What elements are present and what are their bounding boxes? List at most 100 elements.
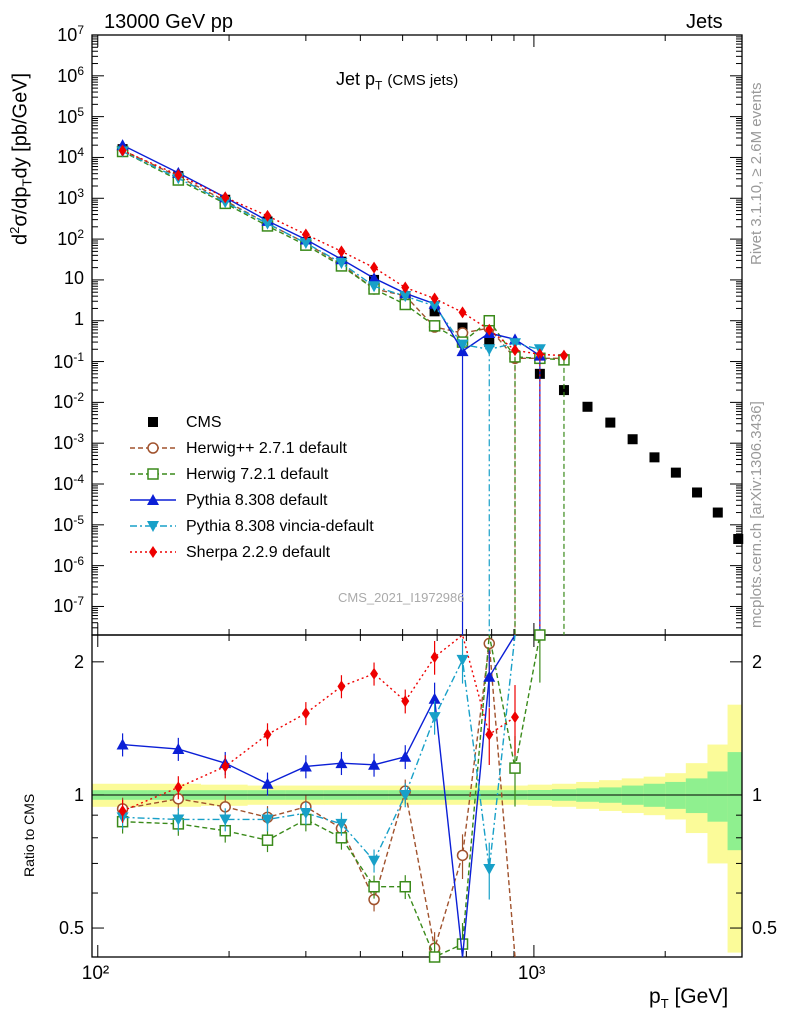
main-point-cms (692, 487, 703, 498)
legend-item-herwigpp: Herwig++ 2.7.1 default (138, 437, 438, 461)
ratio-point-vincia (261, 814, 274, 826)
x-axis-label: pT [GeV] (649, 986, 728, 1010)
legend-marker-herwigpp (147, 442, 159, 454)
header-right-label: Jets (686, 11, 723, 33)
legend-symbols (130, 417, 176, 558)
ratio-point-herwig7 (509, 762, 521, 774)
ratio-point-herwig7 (428, 951, 441, 963)
ratio-line-pythia (122, 634, 516, 958)
legend-marker-cms (148, 417, 158, 427)
x-tick-label: 10³ (517, 963, 546, 984)
main-point-vincia (261, 218, 274, 230)
main-point-pythia (456, 345, 469, 357)
main-y-tick-label: 10-6 (53, 553, 84, 576)
ratio-series-vincia (116, 634, 516, 900)
ratio-point-vincia (428, 712, 441, 724)
legend-marker-sherpa (149, 546, 157, 558)
legend-label-pythia: Pythia 8.308 default (186, 492, 328, 509)
main-y-tick-label: 10-1 (53, 349, 84, 372)
ratio-y-tick-label: 0.5 (58, 918, 84, 939)
ratio-point-herwig7 (261, 834, 274, 846)
main-y-tick-label: 10-5 (53, 512, 84, 535)
ratio-point-vincia (368, 855, 381, 867)
main-line-herwig7 (122, 150, 565, 361)
band-inner-bin (727, 752, 743, 851)
main-line-vincia (122, 150, 541, 350)
ratio-plot-frame (91, 634, 743, 958)
main-point-sherpa (485, 323, 494, 336)
ratio-point-pythia (368, 758, 381, 770)
main-y-tick-label: 10 (63, 267, 84, 288)
main-point-sherpa (221, 191, 230, 204)
ratio-point-herwig7 (399, 880, 412, 893)
ratio-point-vincia (172, 814, 185, 826)
main-series-vincia (116, 146, 546, 356)
ratio-plot-series (116, 629, 546, 963)
ratio-point-sherpa (511, 711, 520, 724)
ratio-point-pythia (261, 777, 274, 789)
ratio-point-sherpa (118, 804, 127, 817)
main-point-vincia (399, 291, 412, 303)
main-point-sherpa (370, 261, 379, 274)
main-point-sherpa (174, 169, 183, 182)
band-inner-bin (685, 778, 708, 814)
ratio-point-herwig7 (534, 629, 546, 641)
main-point-sherpa (511, 344, 520, 357)
main-point-cms (558, 385, 569, 396)
ratio-point-sherpa (401, 695, 410, 708)
main-line-pythia (122, 144, 541, 357)
main-point-vincia (368, 281, 381, 293)
legend-item-herwig7: Herwig 7.2.1 default (138, 463, 438, 487)
main-y-tick-label: 10-2 (53, 390, 84, 413)
main-point-cms (712, 507, 723, 518)
main-y-tick-label: 104 (57, 145, 84, 168)
main-point-vincia (428, 300, 441, 312)
legend-label-sherpa: Sherpa 2.2.9 default (186, 544, 331, 561)
main-y-axis-label: d2σ/dpTdy [pb/GeV] (7, 72, 35, 245)
xlabel-main: p (649, 985, 661, 1008)
ratio-point-pythia (116, 738, 129, 750)
main-series-pythia (116, 139, 546, 361)
main-y-tick-label: 1 (73, 308, 84, 329)
band-inner-bin (707, 771, 729, 822)
main-point-vincia (299, 238, 312, 250)
main-y-tick-label: 103 (57, 186, 84, 209)
legend-label-cms: CMS (186, 414, 222, 431)
ratio-line-herwigpp (122, 643, 516, 958)
ratio-point-vincia (299, 808, 312, 820)
legend-item-cms: CMS (138, 411, 438, 435)
ratio-point-herwig7 (456, 938, 469, 950)
ratio-y-tick-label: 1 (73, 784, 84, 805)
ratio-line-sherpa (122, 633, 516, 812)
title-suffix: (CMS jets) (387, 72, 459, 89)
source-label: mcplots.cern.ch [arXiv:1306.3436] (748, 401, 765, 628)
ratio-point-pythia (299, 760, 312, 772)
legend-item-sherpa: Sherpa 2.2.9 default (138, 541, 438, 565)
main-y-tick-label: 107 (57, 23, 84, 45)
ratio-point-sherpa (301, 707, 310, 720)
ratio-point-sherpa (485, 728, 494, 741)
main-plot-axes (91, 34, 743, 636)
main-series-herwig7 (116, 145, 570, 366)
ratio-y-tick-label: 2 (752, 651, 763, 672)
main-point-sherpa (263, 209, 272, 222)
ratio-point-pythia (335, 757, 348, 769)
legend-marker-pythia (147, 494, 159, 505)
ratio-y-tick-label: 1 (752, 784, 763, 805)
legend-item-pythia: Pythia 8.308 default (138, 489, 438, 513)
legend-label-vincia: Pythia 8.308 vincia-default (186, 518, 374, 535)
legend-label-herwig7: Herwig 7.2.1 default (186, 466, 329, 483)
main-point-cms (627, 434, 638, 445)
ratio-point-sherpa (263, 728, 272, 741)
legend-label-herwigpp: Herwig++ 2.7.1 default (186, 440, 347, 457)
main-point-pythia (368, 272, 381, 284)
legend-marker-vincia (147, 521, 159, 532)
legend-item-vincia: Pythia 8.308 vincia-default (138, 515, 438, 539)
xlabel-sub: T (660, 996, 669, 1012)
main-y-tick-label: 10-3 (53, 431, 84, 454)
main-point-vincia (509, 338, 522, 350)
main-point-cms (484, 337, 495, 348)
main-point-cms (605, 417, 616, 428)
main-point-vincia (335, 257, 348, 269)
